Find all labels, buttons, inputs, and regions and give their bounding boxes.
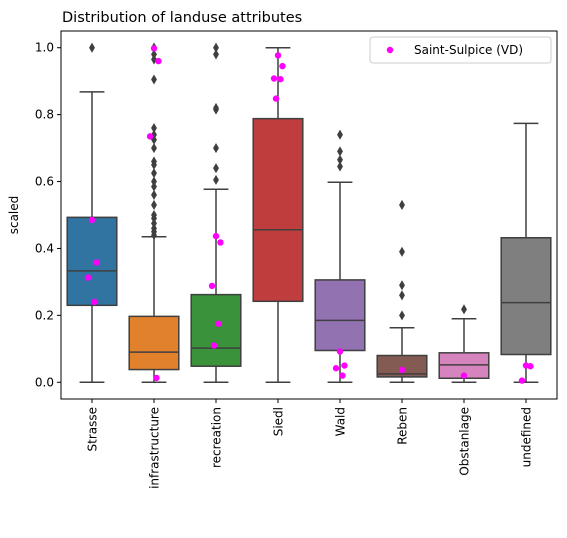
outlier-infrastructure-17	[151, 74, 157, 84]
highlight-point-recreation-9	[217, 239, 223, 245]
box-undefined	[501, 238, 551, 355]
highlight-point-infrastructure-5	[155, 58, 161, 64]
x-tick-label-infrastructure: infrastructure	[148, 407, 162, 489]
highlight-point-recreation-8	[213, 233, 219, 239]
x-tick-label-siedl: Siedl	[272, 407, 286, 436]
outlier-infrastructure-16	[151, 123, 157, 133]
highlight-point-undefined-25	[527, 363, 533, 369]
x-tick-label-recreation: recreation	[210, 407, 224, 468]
outlier-wald-3	[337, 130, 343, 140]
box-wald	[315, 280, 365, 351]
outlier-reben-2	[399, 280, 405, 290]
highlight-point-recreation-12	[211, 342, 217, 348]
outlier-recreation-1	[213, 163, 219, 173]
highlight-point-siedl-15	[271, 75, 277, 81]
highlight-point-wald-19	[341, 362, 347, 368]
highlight-point-infrastructure-4	[151, 45, 157, 51]
highlight-point-wald-20	[333, 365, 339, 371]
legend-marker-saint-sulpice	[387, 47, 393, 53]
highlight-point-strasse-2	[85, 274, 91, 280]
box-infrastructure	[129, 316, 179, 369]
highlight-point-obstanlage-23	[461, 372, 467, 378]
outlier-reben-1	[399, 290, 405, 300]
x-tick-label-reben: Reben	[396, 407, 410, 445]
box-group-infrastructure	[129, 43, 179, 383]
plot-area	[67, 43, 551, 384]
x-tick-label-wald: Wald	[334, 407, 348, 436]
outlier-recreation-6	[213, 43, 219, 53]
x-tick-label-strasse: Strasse	[86, 407, 100, 452]
highlight-point-siedl-14	[279, 63, 285, 69]
highlight-point-recreation-10	[209, 283, 215, 289]
highlight-point-infrastructure-7	[153, 375, 159, 381]
outlier-recreation-2	[213, 143, 219, 153]
box-group-obstanlage	[439, 304, 489, 382]
box-group-reben	[377, 200, 427, 382]
highlight-point-siedl-16	[277, 76, 283, 82]
x-tick-label-undefined: undefined	[520, 407, 534, 467]
highlight-point-strasse-1	[93, 259, 99, 265]
y-tick-label-0: 0.0	[35, 375, 54, 389]
y-tick-label-3: 0.6	[35, 175, 54, 189]
highlight-point-infrastructure-6	[147, 133, 153, 139]
chart-title: Distribution of landuse attributes	[62, 10, 302, 26]
highlight-point-wald-21	[339, 372, 345, 378]
box-group-undefined	[501, 123, 551, 382]
box-recreation	[191, 295, 241, 367]
highlight-point-siedl-17	[273, 95, 279, 101]
outlier-obstanlage-0	[461, 304, 467, 314]
y-tick-label-4: 0.8	[35, 108, 54, 122]
outlier-strasse-0	[89, 43, 95, 53]
y-tick-label-5: 1.0	[35, 41, 54, 55]
highlight-point-strasse-3	[91, 299, 97, 305]
highlight-point-wald-18	[337, 348, 343, 354]
legend: Saint-Sulpice (VD)	[370, 37, 551, 63]
y-tick-label-1: 0.2	[35, 308, 54, 322]
outlier-reben-4	[399, 200, 405, 210]
box-siedl	[253, 119, 303, 302]
outlier-wald-2	[337, 146, 343, 156]
box-strasse	[67, 217, 117, 305]
box-group-strasse	[67, 43, 117, 383]
highlight-point-reben-22	[399, 367, 405, 373]
highlight-point-siedl-13	[275, 52, 281, 58]
outlier-infrastructure-6	[151, 200, 157, 210]
outlier-reben-3	[399, 247, 405, 257]
y-tick-label-2: 0.4	[35, 241, 54, 255]
highlight-point-recreation-11	[215, 321, 221, 327]
outlier-reben-0	[399, 310, 405, 320]
y-axis-label: scaled	[7, 196, 21, 235]
legend-label-saint-sulpice: Saint-Sulpice (VD)	[414, 43, 523, 57]
x-tick-label-obstanlage: Obstanlage	[458, 407, 472, 476]
outlier-recreation-4	[213, 103, 219, 113]
box-group-wald	[315, 130, 365, 383]
box-group-recreation	[191, 43, 241, 383]
outlier-recreation-0	[213, 175, 219, 185]
highlight-point-undefined-26	[519, 377, 525, 383]
highlight-point-strasse-0	[89, 217, 95, 223]
